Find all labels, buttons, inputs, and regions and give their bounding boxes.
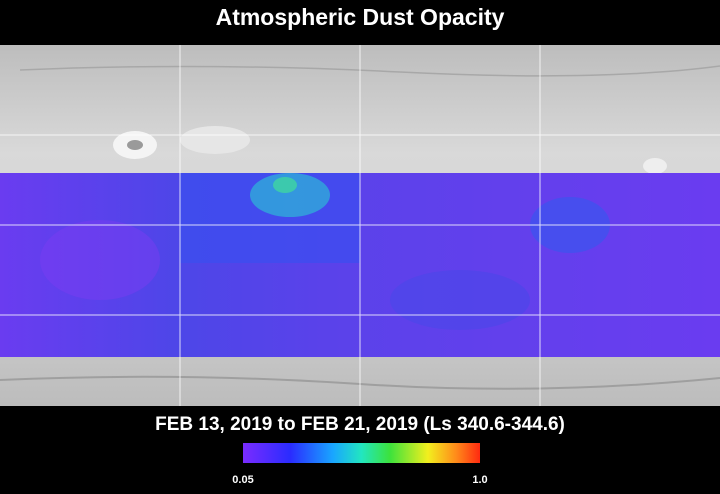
terrain-ridge bbox=[19, 65, 720, 77]
title: Atmospheric Dust Opacity bbox=[216, 4, 505, 30]
dust-patch bbox=[40, 220, 160, 300]
caldera bbox=[127, 140, 143, 150]
dust-patch bbox=[273, 177, 297, 193]
colorbar bbox=[243, 443, 480, 463]
graticule bbox=[0, 45, 720, 406]
map bbox=[0, 45, 720, 406]
colorbar-max-label: 1.0 bbox=[472, 474, 487, 486]
dust-patch bbox=[390, 270, 530, 330]
dust-patch bbox=[250, 173, 330, 217]
volcano bbox=[643, 158, 667, 174]
date-range: FEB 13, 2019 to FEB 21, 2019 (Ls 340.6-3… bbox=[155, 414, 565, 435]
highland bbox=[180, 126, 250, 154]
colorbar-min-label: 0.05 bbox=[232, 474, 253, 486]
